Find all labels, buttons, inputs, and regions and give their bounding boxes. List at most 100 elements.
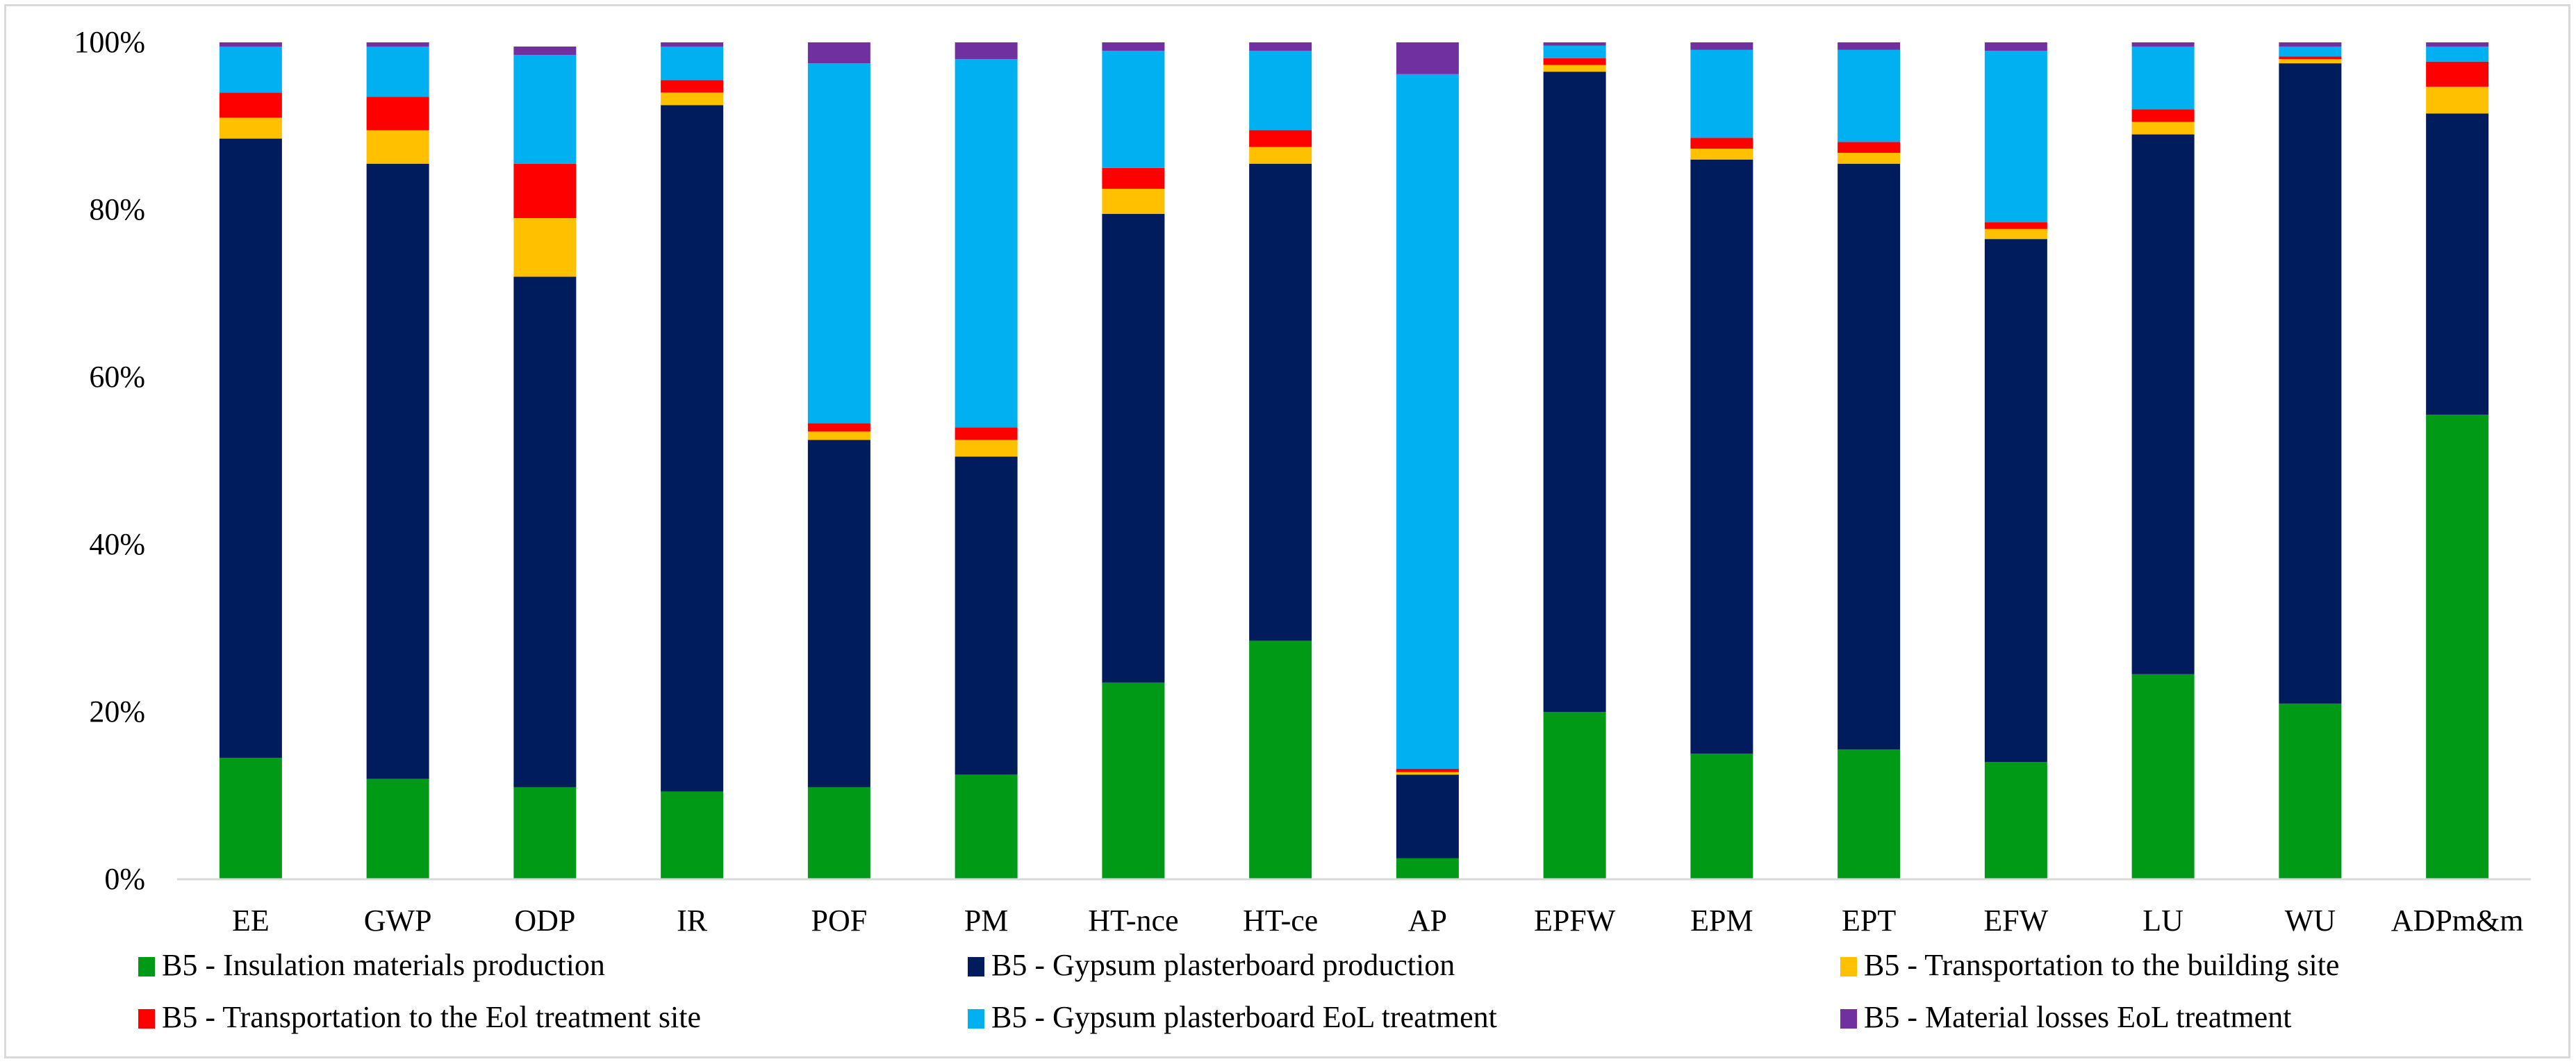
- legend-swatch: [968, 957, 984, 976]
- legend-label: B5 - Gypsum plasterboard production: [991, 948, 1455, 982]
- bar-segment-ap-series-1: [1396, 858, 1459, 879]
- bar-segment-gwp-series-1: [366, 779, 429, 879]
- bar-segment-adpm-m-series-6: [2426, 42, 2489, 47]
- bar-segment-wu-series-3: [2279, 59, 2342, 64]
- bar-segment-ee-series-1: [219, 758, 282, 879]
- legend-label: B5 - Material losses EoL treatment: [1864, 1000, 2291, 1034]
- bar-segment-adpm-m-series-2: [2426, 113, 2489, 415]
- x-axis: EE GWP ODP IR POF PM HT-nce HT-ce AP EPFW EPM EPT EF…: [177, 878, 2531, 938]
- bar-segment-epfw-series-2: [1543, 72, 1606, 713]
- figure-frame: 0% 20% 40% 60% 80% 100% EE GWP ODP IR POF PM HT-nce…: [4, 4, 2570, 1058]
- bar-segment-odp-series-3: [513, 218, 577, 277]
- x-tick-label: EPT: [1842, 904, 1896, 938]
- legend-swatch: [1840, 957, 1857, 976]
- stacked-bar-chart: 0% 20% 40% 60% 80% 100% EE GWP ODP IR POF PM HT-nce…: [74, 25, 2531, 1034]
- x-tick-label: HT-nce: [1088, 904, 1178, 938]
- bar-segment-gwp-series-2: [366, 163, 429, 779]
- bar-segment-ir-series-1: [661, 791, 724, 879]
- bar-segment-ht-nce-series-5: [1102, 51, 1165, 168]
- bar-segment-epm-series-4: [1690, 138, 1753, 149]
- y-tick-label: 100%: [74, 25, 145, 59]
- bar-segment-ap-series-4: [1396, 768, 1459, 772]
- bar-segment-ht-nce-series-1: [1102, 682, 1165, 879]
- bar-segment-epm-series-2: [1690, 159, 1753, 754]
- bar-segment-gwp-series-4: [366, 97, 429, 131]
- bar-segment-ept-series-2: [1838, 163, 1901, 750]
- bar-segment-ht-nce-series-2: [1102, 214, 1165, 683]
- bar-segment-pof-series-3: [807, 431, 870, 440]
- bar-segment-ept-series-5: [1838, 49, 1901, 142]
- x-tick-label: HT-ce: [1243, 904, 1318, 938]
- legend-swatch: [968, 1009, 984, 1029]
- bar-segment-ht-nce-series-6: [1102, 42, 1165, 51]
- bar-segment-ap-series-5: [1396, 74, 1459, 769]
- bar-segment-wu-series-5: [2279, 47, 2342, 57]
- bar-segment-ee-series-2: [219, 138, 282, 758]
- y-tick-label: 40%: [89, 527, 145, 561]
- bar-segment-ee-series-5: [219, 47, 282, 93]
- x-tick-label: POF: [811, 904, 868, 938]
- bar-segment-pm-series-1: [955, 774, 1018, 879]
- legend-label: B5 - Insulation materials production: [162, 948, 605, 982]
- x-tick-label: GWP: [364, 904, 432, 938]
- y-tick-label: 20%: [89, 695, 145, 729]
- bar-segment-ht-ce-series-1: [1249, 640, 1312, 879]
- y-tick-label: 80%: [89, 192, 145, 226]
- bar-segment-lu-series-5: [2131, 47, 2195, 110]
- bar-segment-adpm-m-series-5: [2426, 47, 2489, 62]
- bar-segment-gwp-series-5: [366, 47, 429, 97]
- bar-segment-efw-series-4: [1984, 222, 2047, 229]
- bar-segment-efw-series-3: [1984, 228, 2047, 240]
- bar-segment-efw-series-5: [1984, 51, 2047, 223]
- bar-segment-ir-series-3: [661, 92, 724, 106]
- bar-segment-pm-series-6: [955, 42, 1018, 60]
- bar-segment-epm-series-5: [1690, 49, 1753, 138]
- bars: [219, 42, 2489, 879]
- bar-segment-gwp-series-6: [366, 42, 429, 47]
- bar-segment-ap-series-6: [1396, 42, 1459, 74]
- bar-segment-efw-series-2: [1984, 239, 2047, 763]
- bar-segment-ht-ce-series-6: [1249, 42, 1312, 51]
- bar-segment-epfw-series-6: [1543, 42, 1606, 46]
- bar-segment-wu-series-1: [2279, 703, 2342, 879]
- y-axis: 0% 20% 40% 60% 80% 100%: [74, 25, 145, 896]
- bar-segment-odp-series-5: [513, 55, 577, 164]
- bar-segment-efw-series-6: [1984, 42, 2047, 51]
- bar-segment-odp-series-4: [513, 163, 577, 219]
- bar-segment-lu-series-6: [2131, 42, 2195, 47]
- bar-segment-lu-series-1: [2131, 674, 2195, 879]
- bar-segment-ept-series-6: [1838, 42, 1901, 50]
- bar-segment-ht-nce-series-4: [1102, 167, 1165, 189]
- bar-segment-pof-series-5: [807, 63, 870, 424]
- bar-segment-odp-series-1: [513, 787, 577, 879]
- bar-segment-adpm-m-series-1: [2426, 415, 2489, 879]
- x-tick-label: WU: [2285, 904, 2336, 938]
- bar-segment-ir-series-5: [661, 47, 724, 81]
- legend: B5 - Insulation materials production B5 -…: [138, 948, 2339, 1034]
- bar-segment-adpm-m-series-3: [2426, 86, 2489, 114]
- bar-segment-pm-series-5: [955, 59, 1018, 428]
- x-tick-label: ADPm&m: [2391, 904, 2524, 938]
- bar-segment-epfw-series-5: [1543, 45, 1606, 58]
- bar-segment-wu-series-2: [2279, 63, 2342, 704]
- x-tick-label: EPM: [1690, 904, 1753, 938]
- bar-segment-ht-ce-series-4: [1249, 130, 1312, 147]
- bar-segment-epfw-series-4: [1543, 58, 1606, 65]
- bar-segment-epm-series-6: [1690, 42, 1753, 50]
- bar-segment-odp-series-2: [513, 276, 577, 788]
- bar-segment-pm-series-4: [955, 427, 1018, 440]
- bar-segment-gwp-series-3: [366, 130, 429, 164]
- bar-segment-ee-series-3: [219, 117, 282, 139]
- x-tick-label: EFW: [1983, 904, 2048, 938]
- bar-segment-epm-series-1: [1690, 754, 1753, 879]
- bar-segment-ht-ce-series-3: [1249, 147, 1312, 164]
- bar-segment-efw-series-1: [1984, 762, 2047, 879]
- x-tick-label: EE: [232, 904, 270, 938]
- bar-segment-ap-series-3: [1396, 772, 1459, 775]
- bar-segment-ept-series-3: [1838, 153, 1901, 164]
- legend-swatch: [138, 957, 155, 976]
- bar-segment-wu-series-6: [2279, 42, 2342, 47]
- bar-segment-lu-series-2: [2131, 134, 2195, 674]
- x-tick-label: ODP: [514, 904, 575, 938]
- bar-segment-epfw-series-1: [1543, 712, 1606, 879]
